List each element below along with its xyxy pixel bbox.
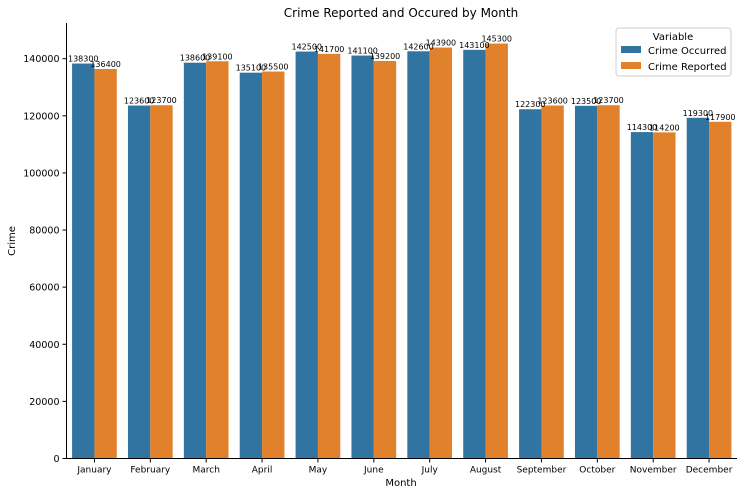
bar-value-label: 122300 — [515, 100, 546, 109]
bar-value-label: 135500 — [258, 63, 289, 72]
bar-value-label: 141100 — [347, 47, 378, 56]
legend-label-occurred: Crime Occurred — [648, 46, 726, 57]
y-tick-label: 40000 — [29, 340, 59, 351]
bar-reported-september — [541, 105, 564, 459]
x-tick-label: September — [517, 466, 567, 476]
bar-reported-may — [317, 53, 341, 459]
bar-labels-group: 1383001364001236001237001386001391001351… — [68, 35, 736, 133]
bar-occurred-april — [239, 72, 263, 459]
x-tick-label: August — [470, 466, 502, 476]
legend-swatch-reported — [621, 62, 641, 69]
bar-reported-december — [709, 121, 732, 459]
bar-reported-october — [597, 105, 620, 459]
bar-value-label: 123600 — [124, 97, 155, 106]
bar-reported-august — [485, 43, 508, 459]
bar-value-label: 123700 — [593, 96, 624, 105]
x-tick-label: May — [309, 466, 328, 476]
x-tick-label: February — [130, 466, 171, 476]
bar-occurred-march — [183, 62, 207, 459]
bar-value-label: 123700 — [146, 96, 177, 105]
bar-occurred-january — [72, 63, 95, 459]
x-axis-label: Month — [385, 478, 416, 489]
bar-value-label: 114200 — [649, 123, 680, 132]
bar-value-label: 143100 — [459, 41, 490, 50]
bar-occurred-may — [295, 51, 318, 459]
bar-value-label: 135100 — [236, 64, 267, 73]
y-tick-label: 120000 — [23, 111, 59, 122]
x-tick-label: June — [363, 466, 384, 476]
bar-value-label: 139200 — [370, 52, 401, 61]
x-tick-label: October — [579, 466, 615, 476]
y-tick-label: 20000 — [29, 397, 59, 408]
x-tick-label: July — [421, 466, 439, 476]
y-axis-label: Crime — [7, 226, 18, 256]
bar-value-label: 139100 — [202, 52, 233, 61]
bar-value-label: 142500 — [291, 43, 322, 52]
y-tick-label: 140000 — [23, 54, 59, 65]
y-tick-label: 100000 — [23, 168, 59, 179]
x-tick-label: December — [686, 466, 733, 476]
bar-occurred-october — [574, 105, 598, 459]
y-tick-label: 80000 — [29, 226, 59, 237]
bar-occurred-august — [463, 49, 486, 459]
legend-swatch-occurred — [621, 46, 641, 53]
bar-value-label: 123600 — [537, 97, 568, 106]
bar-occurred-june — [351, 55, 374, 459]
bar-value-label: 114300 — [627, 123, 658, 132]
y-tick-label: 60000 — [29, 283, 59, 294]
bar-value-label: 123500 — [571, 97, 602, 106]
bar-reported-july — [429, 47, 453, 459]
bar-value-label: 117900 — [705, 113, 736, 122]
bar-reported-november — [653, 132, 676, 459]
bar-value-label: 119300 — [683, 109, 714, 118]
y-tick-label: 0 — [53, 454, 59, 465]
y-axis: 0 20000 40000 60000 80000 100000 120000 140000 — [23, 54, 67, 465]
bar-occurred-december — [686, 117, 710, 459]
legend-title: Variable — [653, 32, 694, 43]
x-tick-label: January — [76, 466, 112, 476]
bar-reported-march — [206, 61, 229, 459]
bar-occurred-november — [630, 132, 654, 459]
bar-reported-june — [373, 60, 397, 459]
bar-value-label: 138600 — [180, 54, 211, 63]
bar-value-label: 138300 — [68, 55, 99, 64]
bar-value-label: 141700 — [314, 45, 345, 54]
bar-value-label: 142600 — [403, 42, 434, 51]
x-tick-label: November — [630, 466, 677, 476]
bar-occurred-february — [127, 105, 151, 459]
bar-reported-january — [94, 68, 117, 459]
legend: Variable Crime Occurred Crime Reported — [615, 27, 732, 77]
x-axis: January February March April May June July Augu… — [76, 458, 733, 476]
bar-reported-april — [262, 71, 285, 459]
bar-value-label: 136400 — [90, 60, 121, 69]
bar-reported-february — [150, 105, 173, 459]
bars-group — [72, 43, 732, 459]
bar-value-label: 145300 — [481, 35, 512, 44]
chart-title: Crime Reported and Occured by Month — [284, 6, 518, 20]
legend-label-reported: Crime Reported — [648, 62, 727, 73]
bar-value-label: 143900 — [426, 39, 457, 48]
x-tick-label: April — [252, 466, 273, 476]
x-tick-label: March — [192, 466, 219, 476]
legend-box — [615, 27, 732, 77]
bar-occurred-july — [407, 51, 430, 459]
bar-occurred-september — [519, 109, 542, 459]
